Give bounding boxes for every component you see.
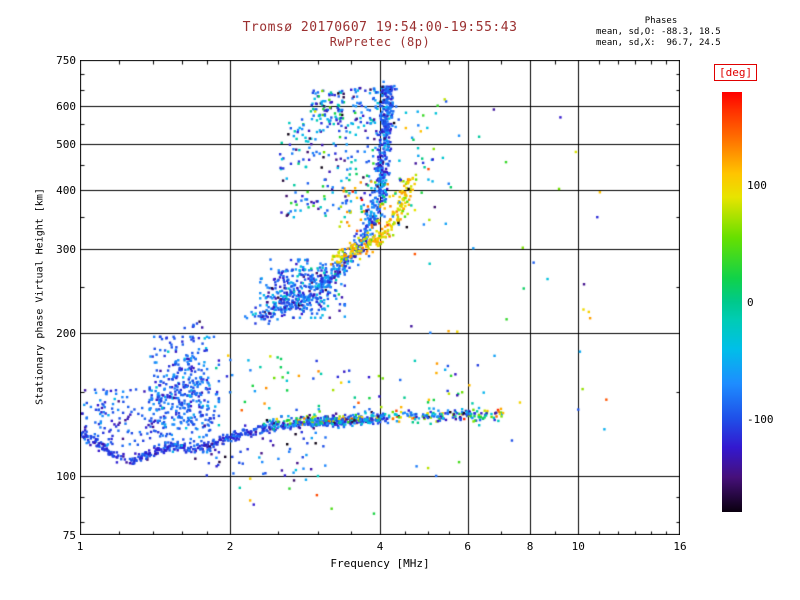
phase-stats-header: Phases <box>644 16 678 26</box>
x-tick-label: 10 <box>571 540 585 553</box>
x-tick-label: 2 <box>226 540 234 553</box>
x-tick-label: 6 <box>464 540 472 553</box>
phase-stats-x-mode: mean, sd,X: 96.7, 24.5 <box>596 38 721 48</box>
y-tick-label: 500 <box>56 137 76 151</box>
x-tick-label: 4 <box>376 540 384 553</box>
y-tick-label: 750 <box>56 54 76 67</box>
y-tick-label: 300 <box>56 243 76 257</box>
phase-stats-o-mode: mean, sd,O: -88.3, 18.5 <box>596 27 721 37</box>
colorbar-units-label: [deg] <box>714 64 758 81</box>
x-tick-label: 1 <box>76 540 84 553</box>
colorbar-tick-label: 100 <box>747 179 767 193</box>
y-tick-label: 200 <box>56 326 76 340</box>
x-tick-label: 16 <box>673 540 687 553</box>
y-axis-label: Stationary phase Virtual Height [km] <box>34 188 46 405</box>
phase-stats-block: Phases mean, sd,O: -88.3, 18.5 mean, sd,… <box>596 16 726 49</box>
colorbar-tick-label: -100 <box>747 412 774 426</box>
colorbar <box>722 92 742 512</box>
plot-subtitle: RwPretec (8p) <box>329 35 431 49</box>
colorbar-tick-label: 0 <box>747 296 754 309</box>
y-tick-label: 100 <box>56 469 76 483</box>
x-axis-label: Frequency [MHz] <box>330 557 430 570</box>
y-tick-label: 400 <box>56 183 76 197</box>
y-tick-label: 600 <box>56 100 76 114</box>
x-tick-label: 8 <box>526 540 534 553</box>
scatter-plot-canvas <box>80 60 680 535</box>
page-title: Tromsø 20170607 19:54:00-19:55:43 <box>242 20 518 35</box>
y-tick-label: 75 <box>62 529 76 542</box>
